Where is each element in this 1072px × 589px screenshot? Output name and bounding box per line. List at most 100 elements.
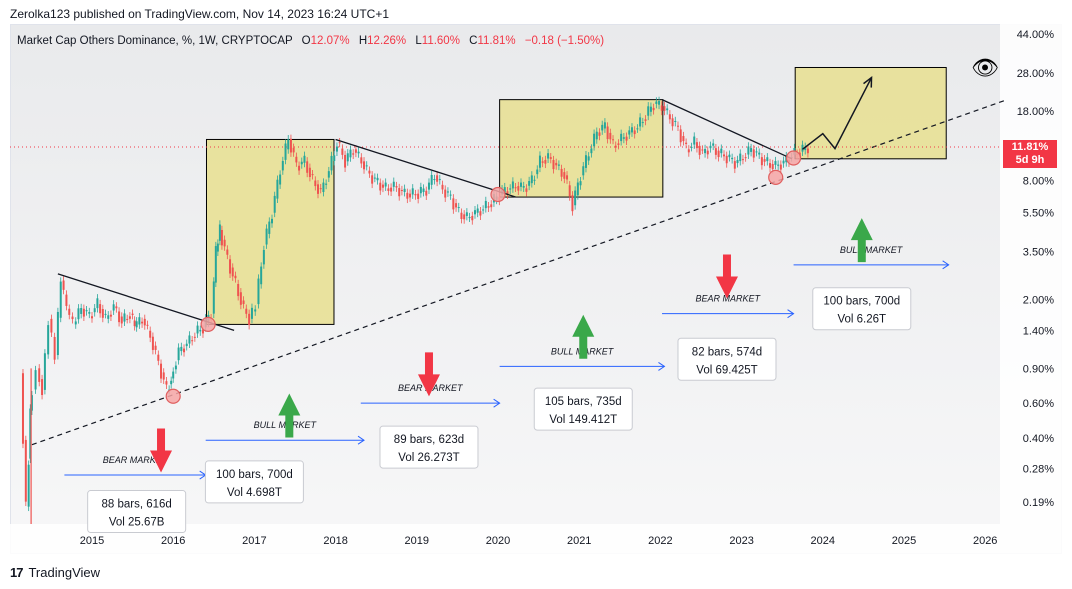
candle-body [801, 144, 804, 152]
candle-body [104, 313, 107, 315]
x-tick-label: 2024 [811, 535, 835, 547]
candle-body [349, 149, 352, 158]
candle-body [68, 308, 71, 315]
bull-arrow-icon [278, 393, 301, 438]
candle-body [71, 316, 74, 320]
candle-body [43, 353, 46, 390]
legend-close: 11.81% [477, 35, 516, 47]
candle-body [482, 209, 485, 211]
candle-body [452, 198, 455, 210]
candle-body [671, 118, 674, 127]
candle-body [606, 126, 609, 140]
candle-body [109, 314, 112, 317]
candle-body [295, 156, 298, 163]
candle-body [449, 194, 452, 196]
candle-body [265, 228, 268, 245]
candle-body [365, 165, 368, 167]
candle-body [88, 312, 91, 314]
candle-body [306, 161, 309, 173]
eye-icon[interactable]: 👁 [971, 55, 999, 80]
candle-body [728, 154, 731, 158]
candle-body [755, 151, 758, 153]
candle-body [160, 363, 163, 379]
candle-body [91, 316, 93, 319]
candle-body [709, 145, 712, 149]
cycle-label: BEAR MARKET [696, 294, 762, 304]
candle-body [682, 136, 685, 142]
cycle-bars-text: 88 bars, 616d [101, 499, 171, 511]
x-tick-label: 2020 [486, 535, 510, 547]
candle-body [196, 325, 199, 334]
bear-arrow-icon [150, 428, 173, 473]
candle-body [220, 229, 223, 246]
cycle-volume-text: Vol 4.698T [227, 487, 282, 499]
candle-body [674, 120, 677, 123]
bull-arrow-icon [572, 314, 595, 359]
candle-body [409, 193, 412, 198]
candle-body [226, 249, 229, 255]
bear-arrow-icon [715, 254, 738, 299]
candle-body [30, 395, 33, 411]
bar-countdown: 5d 9h [1015, 154, 1045, 166]
candle-body [538, 155, 541, 168]
candle-body [806, 148, 809, 154]
cycle-bars-text: 82 bars, 574d [692, 346, 762, 358]
x-tick-label: 2018 [323, 535, 347, 547]
legend-low-label: L [415, 35, 422, 47]
x-tick-label: 2022 [648, 535, 672, 547]
candle-body [433, 178, 436, 181]
candle-body [177, 347, 180, 361]
candle-body [231, 267, 234, 277]
candle-body [162, 372, 165, 380]
candle-body [242, 300, 245, 305]
candle-body [520, 182, 523, 187]
candle-body [352, 153, 355, 155]
candle-body [387, 188, 390, 191]
candle-body [590, 148, 593, 154]
candle-body [457, 207, 460, 209]
candle-body [744, 157, 747, 159]
chart-legend: Market Cap Others Dominance, %, 1W, CRYP… [17, 35, 604, 47]
candle-body [170, 380, 173, 385]
candle-body [720, 148, 723, 154]
candle-body [630, 127, 633, 133]
candle-body [62, 280, 65, 290]
candle-body [308, 167, 311, 178]
y-tick-label: 5.50% [1023, 208, 1054, 220]
support-trendline [31, 99, 1008, 446]
candle-body [146, 324, 149, 326]
candle-body [639, 117, 642, 127]
candle-body [723, 154, 726, 157]
candle-body [506, 191, 509, 195]
candle-body [484, 200, 487, 209]
y-tick-label: 28.00% [1017, 68, 1055, 80]
candle-body [65, 294, 68, 306]
candle-body [444, 189, 447, 198]
candle-body [695, 142, 698, 149]
candle-body [598, 132, 601, 136]
chart-canvas[interactable]: 44.00%28.00%18.00%11.00%8.00%5.50%3.50%2… [10, 24, 1062, 554]
candle-body [154, 345, 157, 350]
projection-path [802, 77, 873, 150]
candle-body [579, 181, 582, 186]
candle-body [53, 336, 56, 360]
candle-body [319, 188, 322, 190]
x-tick-label: 2025 [892, 535, 916, 547]
candle-body [128, 316, 131, 319]
x-tick-label: 2016 [161, 535, 185, 547]
cycle-stats-box [812, 287, 912, 331]
candle-body [381, 184, 384, 188]
candle-body [135, 321, 138, 328]
candle-body [392, 181, 395, 187]
x-tick-label: 2015 [80, 535, 104, 547]
candle-body [614, 145, 617, 148]
candle-body [74, 321, 77, 325]
candle-body [441, 184, 444, 190]
footer[interactable]: 17 TradingView [10, 565, 100, 580]
candle-body [555, 162, 558, 166]
cycle-label: BEAR MARKET [103, 455, 169, 465]
candle-body [82, 308, 85, 317]
candle-body [183, 348, 186, 353]
candle-body [363, 161, 366, 170]
touch-point-marker [490, 186, 506, 203]
